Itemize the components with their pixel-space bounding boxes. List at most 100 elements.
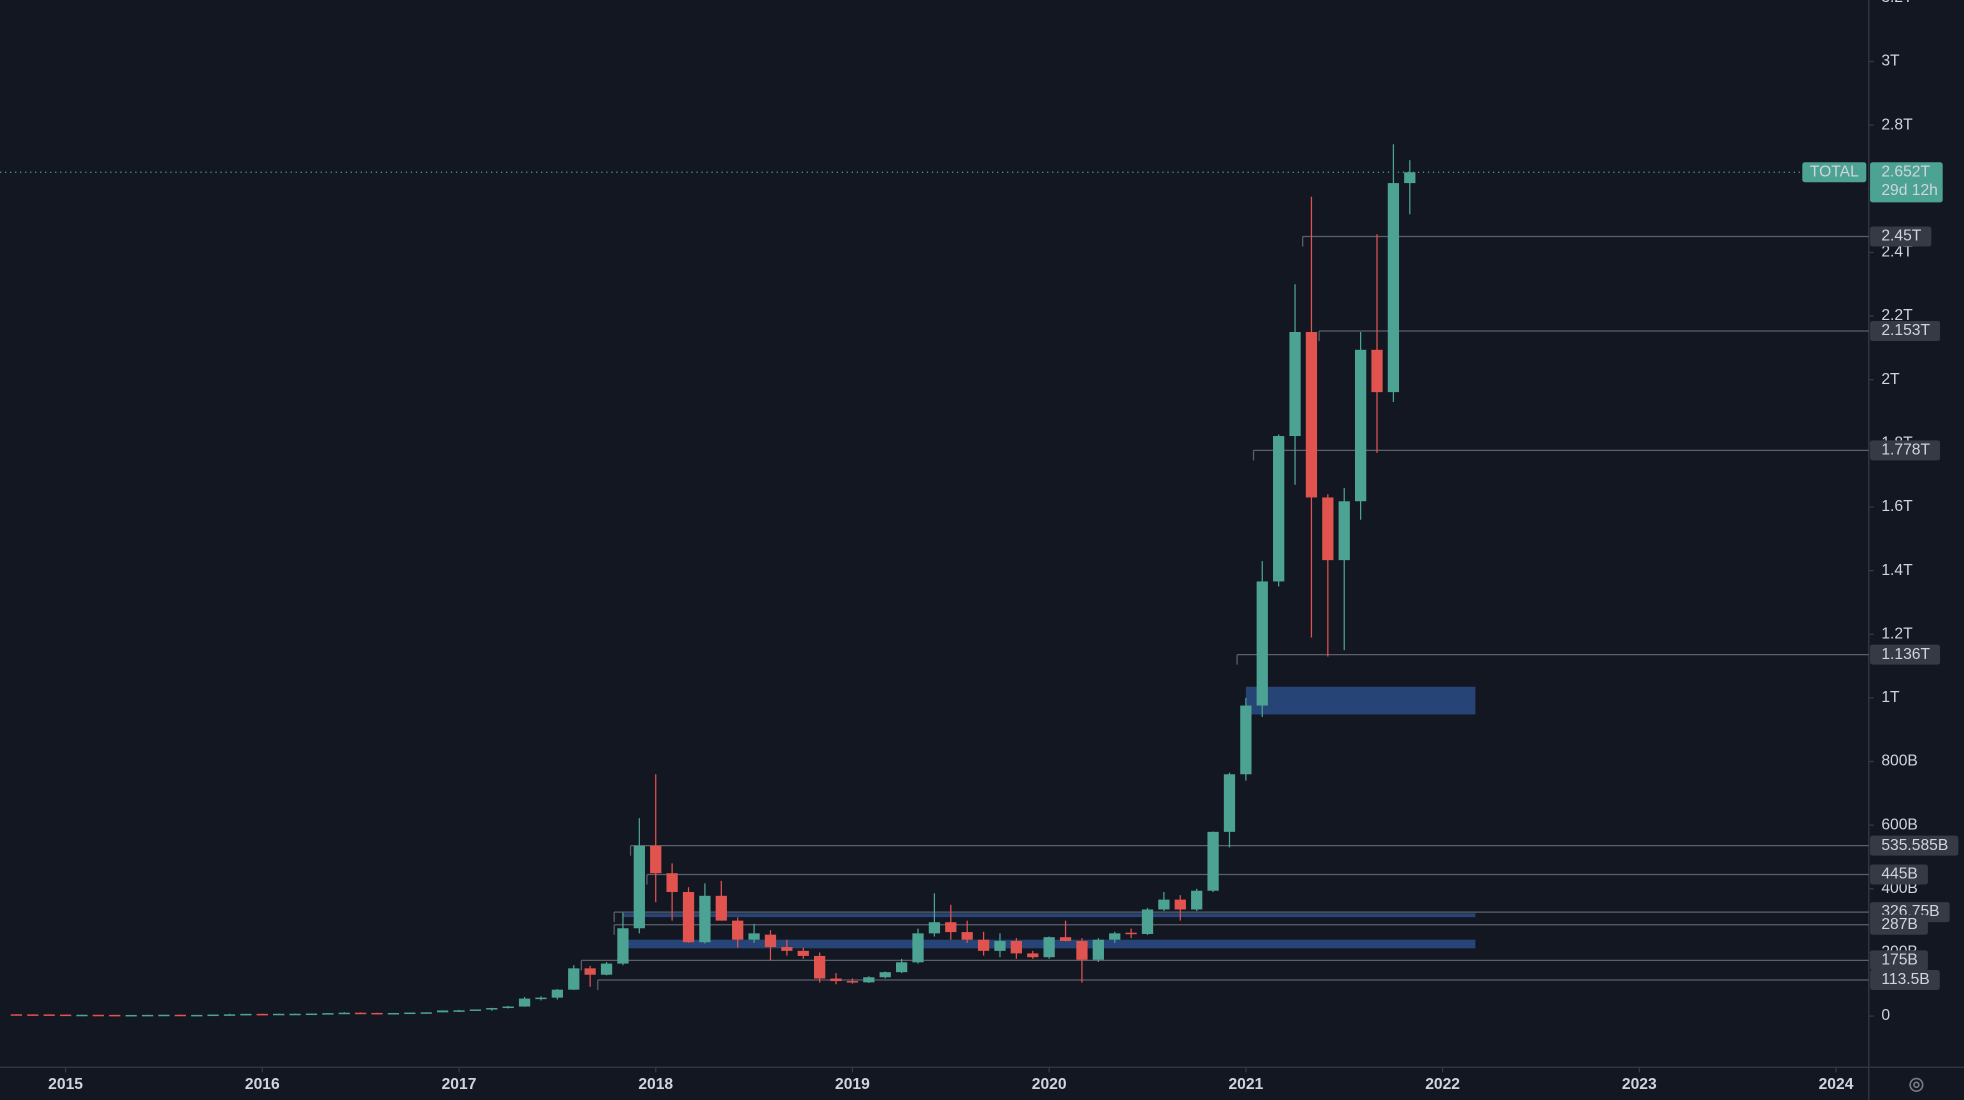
candle-body [1174,899,1186,910]
candle-body [240,1013,252,1016]
candle-body [732,920,744,940]
series-name: TOTAL [1810,163,1859,180]
candle-body [535,997,547,1000]
candle-body [1191,890,1203,910]
candle-body [174,1014,186,1017]
candle-body [1273,436,1285,582]
x-tick-label: 2017 [442,1076,477,1093]
candle-body [453,1010,465,1012]
candle-body [1387,183,1400,393]
candle-body [1076,940,1088,960]
level-badge: 175B [1870,950,1928,971]
level-badge-box [1870,644,1941,665]
level-badge-label: 535.585B [1881,837,1948,854]
candle-body [1010,940,1023,954]
level-badge-label: 2.153T [1881,322,1930,339]
y-tick-label: 1T [1881,689,1900,706]
candle-body [273,1013,285,1016]
zone [622,913,1476,918]
candle-body [27,1014,39,1016]
candle-body [1305,331,1318,498]
x-tick-label: 2024 [1819,1076,1854,1093]
candle-body [355,1012,367,1015]
candle-body [436,1010,449,1013]
level-badge-box [1870,914,1928,935]
zone [1245,686,1476,715]
candle-body [420,1012,432,1014]
candle-body [141,1014,154,1017]
candle-body [797,950,809,956]
x-tick-label: 2022 [1425,1076,1460,1093]
candle-body [633,845,645,929]
candle-body [109,1014,121,1017]
candle-body [781,947,793,951]
level-badge: 445B [1870,864,1928,885]
candle-body [568,968,580,990]
candle-body [289,1013,301,1016]
candle-body [945,922,957,933]
candle-body [1059,937,1072,941]
x-tick-label: 2018 [638,1076,673,1093]
candle-body [1043,937,1055,958]
candle-body [682,891,695,943]
y-tick-label: 2.8T [1881,116,1913,133]
candle-body [830,978,842,982]
candle-body [322,1013,334,1015]
level-badge-label: 1.778T [1881,441,1930,458]
y-tick-label: 2.4T [1881,244,1913,261]
candle-body [994,940,1006,951]
level-badge-label: 287B [1881,916,1918,933]
candle-body [1256,581,1268,706]
settings-hub [1913,1081,1920,1089]
candle-body [895,962,908,973]
last-price-label: 2.652T [1881,163,1930,180]
level-badge-box [1870,226,1932,247]
y-tick-label: 0 [1881,1007,1890,1024]
candle-body [699,895,711,943]
y-tick-label: 1.2T [1881,625,1913,642]
candle-body [1207,831,1219,891]
candle-body [650,845,662,874]
candle-body [715,895,727,921]
candle-body [928,922,941,934]
y-tick-label: 3T [1881,53,1900,70]
x-tick-label: 2020 [1032,1076,1067,1093]
x-tick-label: 2015 [48,1076,83,1093]
candle-body [59,1014,72,1017]
level-badge-box [1870,835,1959,856]
candle-body [912,933,924,963]
candle-body [338,1012,350,1015]
y-tick-label: 2T [1881,371,1900,388]
candle-body [486,1008,498,1010]
candle-body [1109,933,1121,940]
candle-body [223,1014,236,1016]
candle-body [387,1012,400,1015]
settings-icon[interactable] [1909,1077,1924,1092]
y-tick-label: 1.4T [1881,562,1913,579]
candle-body [1338,501,1350,561]
candle-body [600,963,613,975]
candle-body [1092,939,1104,960]
candle-body [879,972,891,978]
level-badge-box [1870,440,1941,461]
level-badge-label: 113.5B [1881,971,1929,988]
level-badge: 287B [1870,914,1928,935]
candle-body [207,1014,219,1017]
level-badge: 1.778T [1870,440,1941,461]
candle-body [748,933,760,940]
level-badge-box [1870,950,1928,971]
candle-body [814,955,826,979]
level-badge: 113.5B [1870,969,1940,990]
x-tick-label: 2021 [1228,1076,1263,1093]
last-price-badge [1870,162,1943,203]
candle-body [961,932,973,940]
candle-body [617,928,629,964]
candle-body [469,1009,482,1011]
candle-body [1354,349,1367,502]
x-tick-label: 2019 [835,1076,870,1093]
candle-body [10,1014,23,1016]
level-badge-label: 175B [1881,952,1918,969]
level-badge: 2.153T [1870,321,1941,342]
